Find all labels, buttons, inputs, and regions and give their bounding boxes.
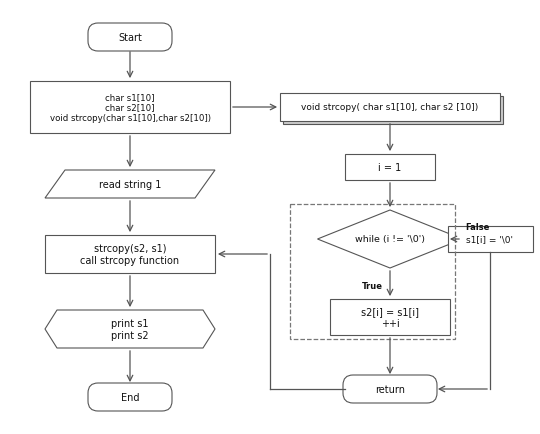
Bar — [330, 299, 450, 335]
Bar — [345, 155, 435, 181]
Text: Start: Start — [118, 33, 142, 43]
Bar — [283, 97, 503, 125]
Text: False: False — [465, 223, 489, 231]
Text: i = 1: i = 1 — [379, 163, 402, 173]
Text: s1[i] = '\0': s1[i] = '\0' — [467, 235, 514, 244]
FancyBboxPatch shape — [88, 383, 172, 411]
FancyBboxPatch shape — [343, 375, 437, 403]
Text: True: True — [362, 282, 383, 291]
Text: char s1[10]
char s2[10]
void strcopy(char s1[10],char s2[10]): char s1[10] char s2[10] void strcopy(cha… — [50, 93, 211, 123]
Text: void strcopy( char s1[10], char s2 [10]): void strcopy( char s1[10], char s2 [10]) — [301, 103, 478, 112]
Text: print s1
print s2: print s1 print s2 — [111, 319, 149, 340]
Bar — [30, 82, 230, 134]
Text: while (i != '\0'): while (i != '\0') — [355, 235, 425, 244]
Text: return: return — [375, 384, 405, 394]
Bar — [290, 204, 455, 339]
Polygon shape — [318, 210, 462, 268]
Polygon shape — [45, 310, 215, 348]
Bar — [448, 227, 532, 253]
Text: s2[i] = s1[i]
++i: s2[i] = s1[i] ++i — [361, 306, 419, 328]
Bar — [280, 94, 500, 122]
Text: strcopy(s2, s1)
call strcopy function: strcopy(s2, s1) call strcopy function — [80, 243, 180, 265]
Polygon shape — [45, 171, 215, 198]
Text: End: End — [121, 392, 139, 402]
FancyBboxPatch shape — [88, 24, 172, 52]
Text: read string 1: read string 1 — [99, 180, 161, 190]
Bar — [45, 236, 215, 273]
